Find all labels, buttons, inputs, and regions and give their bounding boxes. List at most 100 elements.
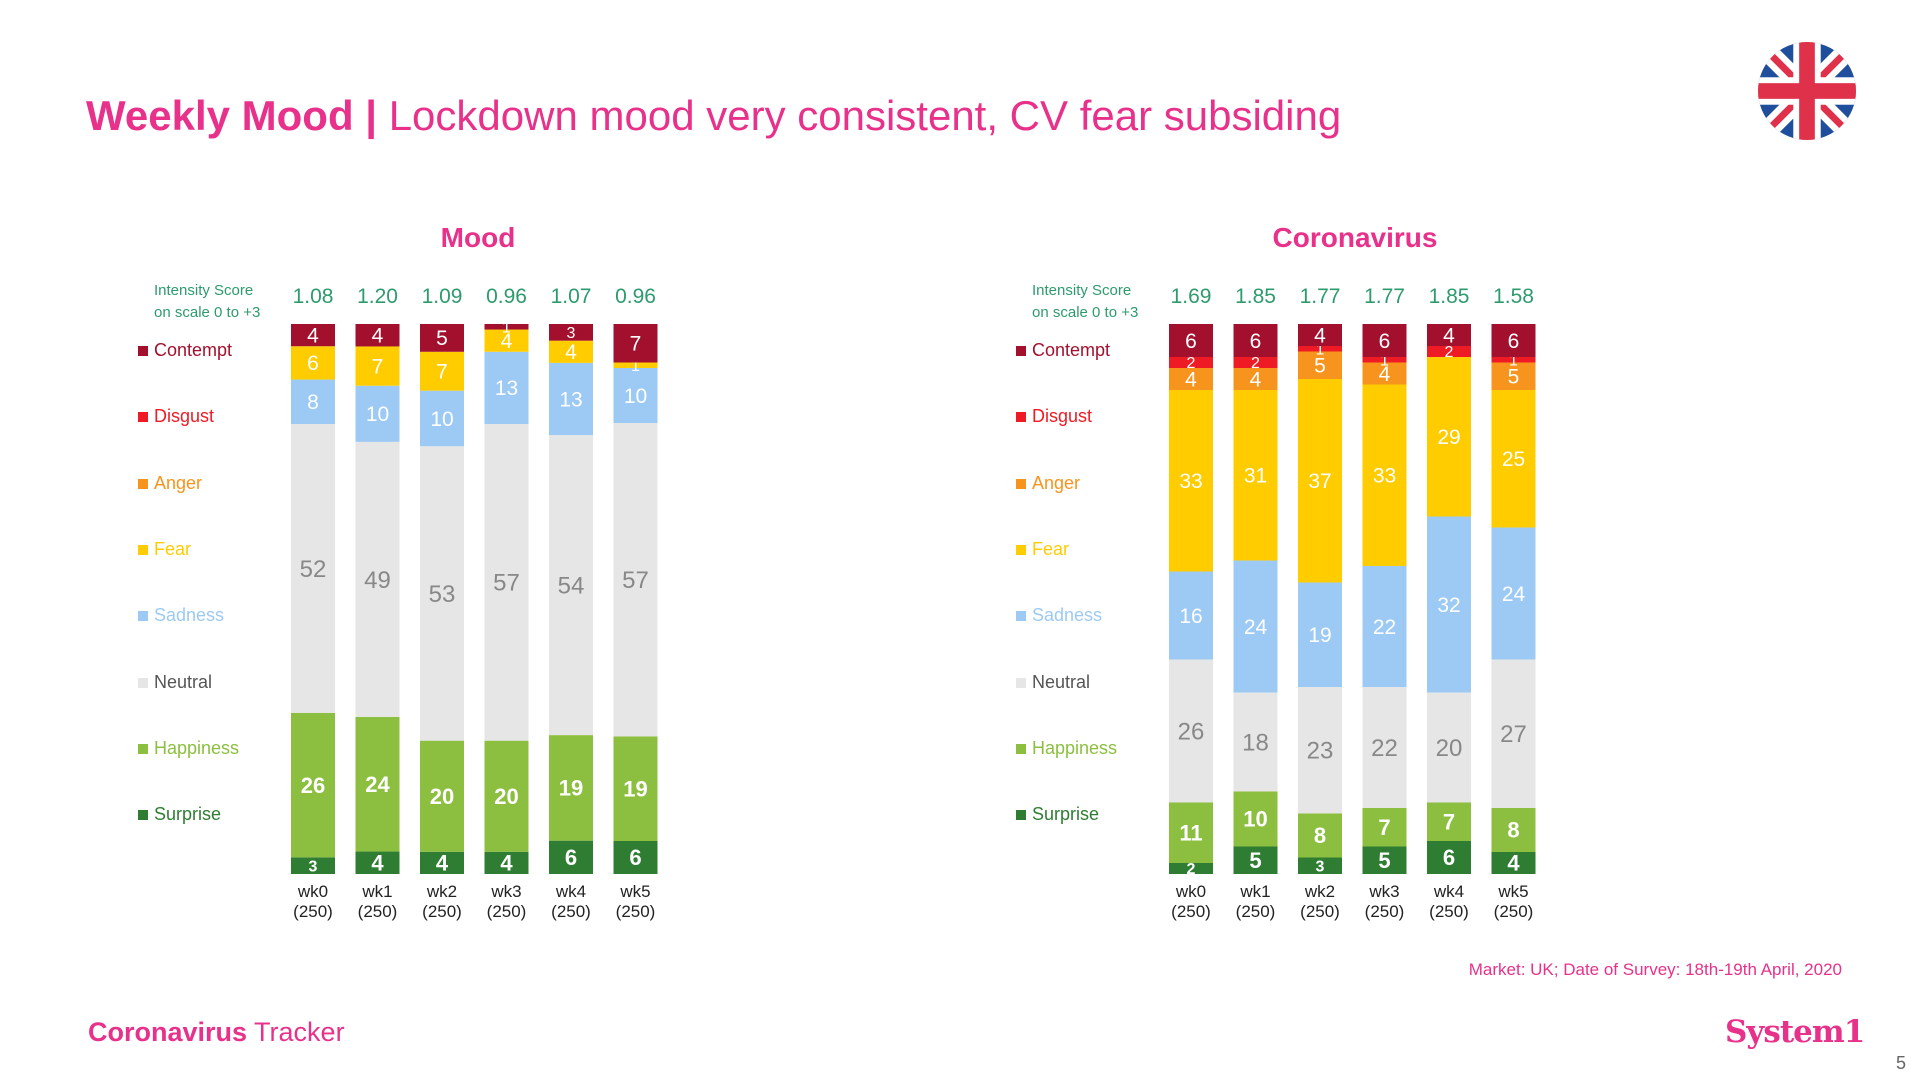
mood-x-tick-sample: (250) — [616, 902, 656, 921]
mood-intensity-score: 1.07 — [551, 285, 592, 308]
cv-bar-sadness — [1427, 516, 1471, 693]
mood-intensity-score: 0.96 — [486, 285, 527, 308]
cv-legend-fear: Fear — [1032, 539, 1069, 559]
mood-bar-sadness — [613, 368, 658, 423]
mood-legend-contempt: Contempt — [154, 340, 232, 360]
cv-bar-fear — [1427, 357, 1471, 517]
mood-x-tick-label: wk5 — [619, 882, 650, 901]
cv-data-label-happiness: 7 — [1378, 815, 1390, 840]
cv-bar-surprise — [1169, 863, 1213, 874]
cv-legend-swatch-anger — [1016, 479, 1026, 489]
mood-data-label-surprise: 4 — [371, 850, 384, 875]
mood-data-label-surprise: 6 — [565, 845, 577, 870]
cv-bar-surprise — [1491, 852, 1536, 874]
cv-data-label-sadness: 32 — [1437, 594, 1460, 617]
mood-bar-contempt — [420, 324, 464, 352]
mood-bar-neutral — [484, 424, 529, 741]
page-title-bold: Weekly Mood | — [86, 92, 378, 139]
cv-data-label-sadness: 16 — [1179, 605, 1202, 628]
cv-data-label-neutral: 22 — [1371, 735, 1398, 762]
cv-data-label-fear: 31 — [1244, 465, 1267, 488]
mood-data-label-fear: 4 — [501, 330, 513, 353]
cv-x-tick-label: wk5 — [1497, 882, 1528, 901]
mood-bar-neutral — [613, 423, 658, 737]
mood-data-label-happiness: 24 — [365, 772, 390, 797]
mood-data-label-happiness: 20 — [494, 784, 518, 809]
cv-x-tick-sample: (250) — [1365, 902, 1405, 921]
mood-legend-swatch-neutral — [138, 678, 148, 688]
cv-data-label-fear: 37 — [1308, 470, 1331, 493]
cv-data-label-disgust: 2 — [1445, 344, 1454, 361]
cv-legend-swatch-sadness — [1016, 611, 1026, 621]
mood-data-label-happiness: 20 — [430, 784, 454, 809]
cv-bar-anger — [1362, 362, 1407, 385]
mood-bar-fear — [613, 362, 658, 368]
cv-x-tick-label: wk1 — [1239, 882, 1270, 901]
mood-intensity-score: 0.96 — [615, 285, 656, 308]
cv-bar-fear — [1491, 390, 1536, 528]
cv-intensity-score: 1.85 — [1429, 285, 1470, 308]
mood-bar-surprise — [484, 851, 529, 874]
mood-bar-neutral — [355, 441, 400, 717]
cv-bar-disgust — [1233, 357, 1278, 368]
cv-legend-sadness: Sadness — [1032, 605, 1102, 625]
mood-legend-happiness: Happiness — [154, 738, 239, 758]
mood-bar-happiness — [484, 740, 529, 852]
uk-flag-icon — [1758, 42, 1856, 140]
mood-legend-swatch-disgust — [138, 412, 148, 422]
cv-data-label-anger: 5 — [1508, 366, 1520, 389]
cv-data-label-contempt: 6 — [1250, 330, 1262, 353]
cv-data-label-sadness: 22 — [1373, 616, 1396, 639]
mood-data-label-happiness: 26 — [301, 773, 325, 798]
cv-legend-neutral: Neutral — [1032, 672, 1090, 692]
mood-data-label-sadness: 10 — [366, 403, 389, 426]
cv-legend-surprise: Surprise — [1032, 804, 1099, 824]
mood-data-label-surprise: 4 — [500, 851, 513, 876]
cv-intensity-score: 1.69 — [1171, 285, 1212, 308]
mood-x-tick-label: wk4 — [555, 882, 586, 901]
cv-x-tick-sample: (250) — [1171, 902, 1211, 921]
mood-data-label-sadness: 10 — [624, 385, 647, 408]
mood-bar-happiness — [549, 735, 593, 841]
cv-data-label-neutral: 26 — [1178, 718, 1205, 745]
cv-data-label-surprise: 5 — [1378, 848, 1390, 873]
cv-bar-anger — [1491, 362, 1536, 390]
brand-logo: Coronavirus Tracker — [88, 1017, 345, 1048]
mood-legend-swatch-fear — [138, 545, 148, 555]
cv-data-label-fear: 33 — [1179, 470, 1202, 493]
cv-x-tick-sample: (250) — [1300, 902, 1340, 921]
market-note: Market: UK; Date of Survey: 18th-19th Ap… — [1468, 960, 1842, 979]
mood-bar-surprise — [420, 851, 464, 874]
cv-bar-disgust — [1427, 346, 1471, 357]
mood-data-label-sadness: 10 — [430, 408, 453, 431]
cv-legend-swatch-fear — [1016, 545, 1026, 555]
cv-intensity-label-2: on scale 0 to +3 — [1032, 304, 1138, 321]
mood-bar-contempt — [355, 324, 400, 347]
cv-data-label-disgust: 2 — [1251, 355, 1260, 372]
cv-bar-happiness — [1362, 808, 1407, 847]
cv-data-label-disgust: 1 — [1509, 352, 1518, 369]
cv-bar-neutral — [1427, 692, 1471, 803]
cv-bar-contempt — [1298, 324, 1342, 346]
mood-chart-title: Mood — [440, 222, 516, 253]
cv-data-label-disgust: 2 — [1187, 355, 1196, 372]
cv-bar-surprise — [1298, 857, 1342, 874]
cv-legend-swatch-happiness — [1016, 744, 1026, 754]
mood-legend-swatch-sadness — [138, 611, 148, 621]
cv-data-label-contempt: 6 — [1185, 330, 1197, 353]
mood-data-label-fear: 7 — [436, 361, 448, 384]
mood-bar-contempt — [484, 324, 529, 330]
cv-bar-disgust — [1491, 357, 1536, 363]
mood-x-tick-label: wk3 — [490, 882, 521, 901]
mood-bar-fear — [291, 346, 335, 380]
cv-x-tick-label: wk2 — [1304, 882, 1335, 901]
mood-legend-swatch-anger — [138, 479, 148, 489]
cv-intensity-score: 1.77 — [1364, 285, 1405, 308]
cv-legend-disgust: Disgust — [1032, 406, 1092, 426]
mood-bar-sadness — [420, 390, 464, 447]
cv-data-label-sadness: 24 — [1244, 616, 1268, 639]
cv-data-label-surprise: 4 — [1507, 851, 1520, 876]
cv-x-tick-sample: (250) — [1494, 902, 1534, 921]
cv-x-tick-label: wk0 — [1175, 882, 1206, 901]
cv-bar-neutral — [1233, 692, 1278, 792]
